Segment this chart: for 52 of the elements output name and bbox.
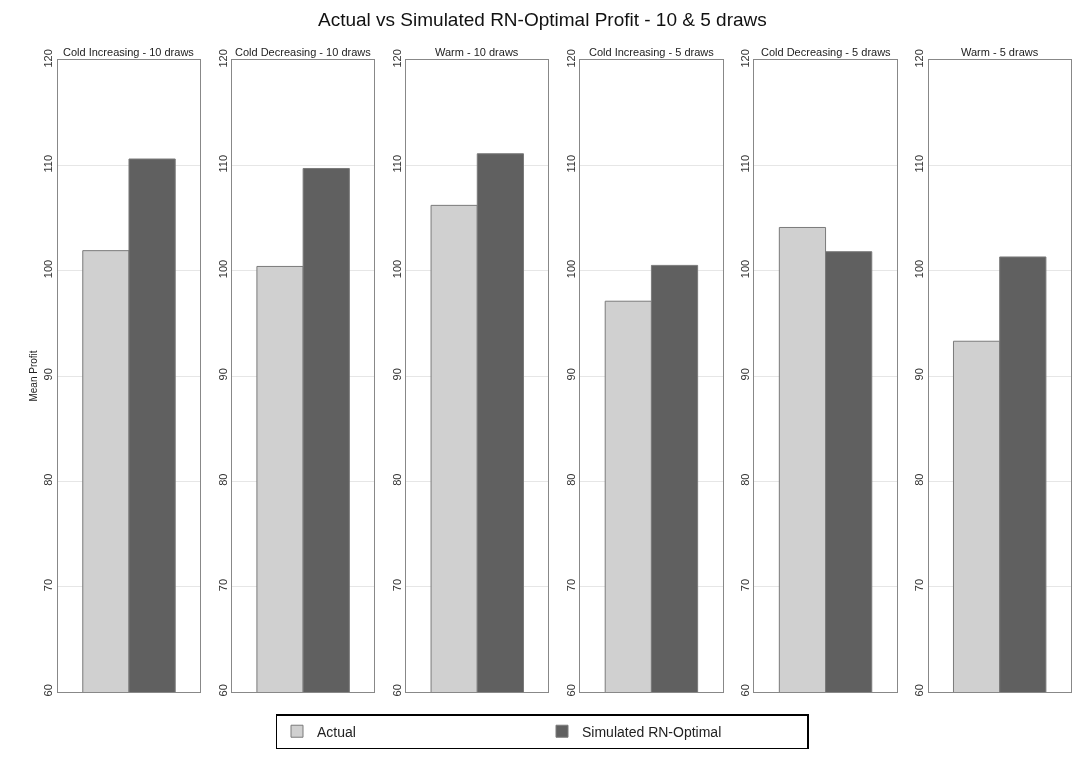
y-tick-label: 70 [739, 578, 752, 592]
y-tick-label: 90 [739, 368, 752, 381]
y-tick-label: 60 [390, 684, 403, 697]
y-tick-label: 100 [739, 259, 752, 279]
y-tick-label: 110 [216, 154, 229, 173]
y-tick-label: 110 [739, 154, 752, 173]
y-tick-label: 90 [42, 368, 55, 381]
legend-label: Actual [317, 723, 356, 740]
y-tick-label: 70 [42, 578, 55, 592]
y-axis-title: Mean Profit [28, 350, 40, 402]
chart-title: Cold Decreasing - 10 draws [235, 46, 372, 58]
y-tick-label: 90 [564, 368, 577, 381]
chart-title: Warm - 5 draws [961, 46, 1039, 58]
y-tick-label: 110 [390, 154, 403, 173]
y-tick-label: 120 [216, 49, 229, 68]
y-tick-label: 60 [913, 684, 926, 697]
y-tick-label: 100 [390, 259, 403, 279]
y-tick-label: 110 [564, 154, 577, 173]
text: Actual vs Simulated RN-Optimal Profit - 10 & 5 draws [318, 9, 767, 30]
chart-title: Cold Increasing - 5 draws [589, 46, 715, 58]
legend-label: Simulated RN-Optimal [582, 723, 722, 740]
y-tick-label: 60 [216, 684, 229, 697]
y-tick-label: 80 [390, 473, 403, 486]
y-tick-label: 60 [42, 684, 55, 697]
y-tick-label: 80 [739, 473, 752, 486]
y-tick-label: 80 [564, 473, 577, 486]
y-tick-label: 110 [42, 154, 55, 173]
y-tick-label: 90 [913, 368, 926, 381]
y-tick-label: 90 [390, 368, 403, 381]
y-tick-label: 70 [564, 578, 577, 592]
y-tick-label: 100 [564, 259, 577, 279]
y-tick-label: 120 [564, 49, 577, 68]
y-tick-label: 80 [42, 473, 55, 486]
y-tick-label: 120 [739, 49, 752, 68]
y-tick-label: 70 [216, 578, 229, 592]
y-tick-label: 110 [913, 154, 926, 173]
y-tick-label: 120 [42, 49, 55, 68]
y-tick-label: 70 [390, 578, 403, 592]
y-tick-label: 80 [913, 473, 926, 486]
y-tick-label: 60 [564, 684, 577, 697]
y-tick-label: 100 [216, 259, 229, 279]
y-tick-label: 60 [739, 684, 752, 697]
y-tick-label: 80 [216, 473, 229, 486]
chart-title: Cold Decreasing - 5 draws [761, 46, 892, 58]
y-tick-label: 120 [913, 49, 926, 68]
chart-title: Warm - 10 draws [435, 46, 519, 58]
y-tick-label: 100 [42, 259, 55, 279]
y-tick-label: 120 [390, 49, 403, 68]
y-tick-label: 90 [216, 368, 229, 381]
chart-title: Cold Increasing - 10 draws [63, 46, 195, 58]
y-tick-label: 100 [913, 259, 926, 279]
y-tick-label: 70 [913, 578, 926, 592]
